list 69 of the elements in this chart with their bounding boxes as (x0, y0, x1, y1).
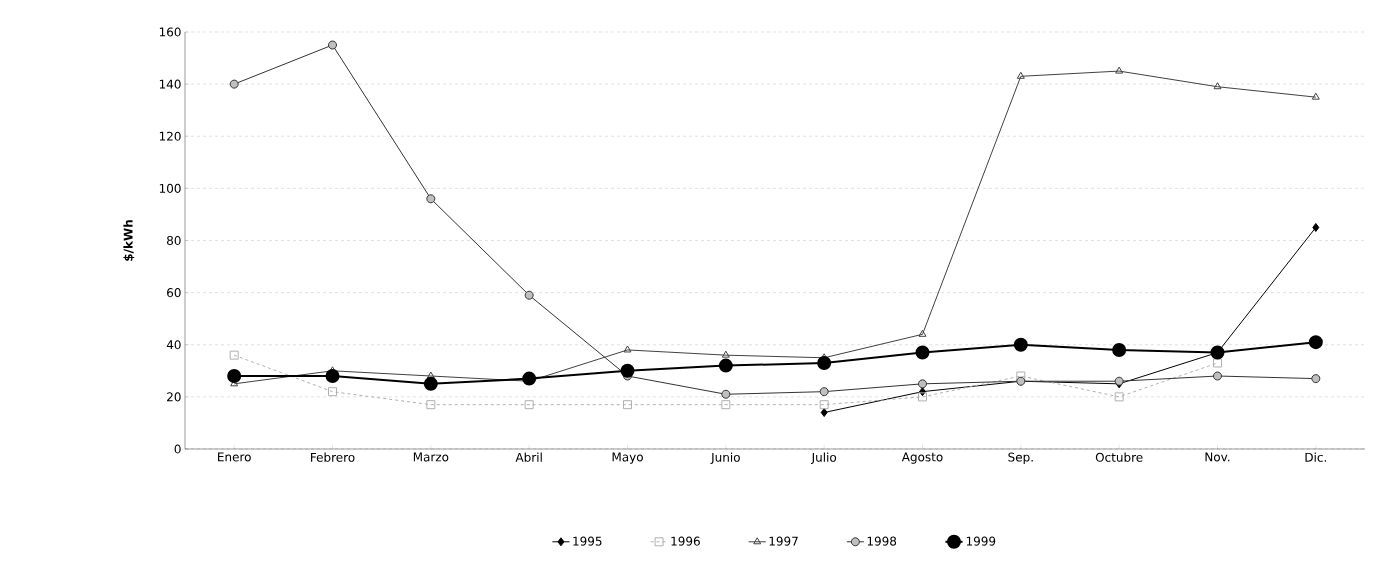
point (1016, 371, 1026, 381)
point (1213, 82, 1222, 90)
point (227, 369, 242, 384)
legend-label: 1996 (671, 536, 700, 546)
x-tick-label: Marzo (413, 452, 449, 462)
point (1210, 345, 1225, 360)
x-tick-label: Sep. (1008, 452, 1033, 464)
point (1212, 371, 1222, 381)
point (918, 379, 927, 389)
y-tick-label: 120 (159, 131, 181, 141)
legend-label: 1995 (573, 536, 602, 546)
point (1112, 342, 1127, 357)
point (325, 369, 340, 384)
point (426, 400, 436, 410)
legend-label: 1997 (769, 536, 798, 546)
point (623, 345, 632, 353)
point (522, 371, 537, 386)
point (918, 392, 927, 402)
point (620, 363, 635, 378)
point (817, 355, 832, 370)
x-tick-label: Octubre (1095, 452, 1143, 462)
point (229, 350, 239, 360)
point (721, 400, 731, 410)
point (721, 350, 730, 358)
point (1013, 337, 1028, 352)
y-tick-label: 140 (159, 79, 181, 89)
y-tick-label: 0 (174, 444, 181, 454)
point (328, 387, 338, 397)
y-axis-title: $/kWh (123, 220, 135, 261)
point (1308, 335, 1323, 350)
x-tick-label: Abril (515, 452, 542, 462)
point (229, 79, 239, 89)
point (1312, 222, 1320, 232)
point (915, 345, 930, 360)
x-tick-label: Junio (710, 452, 740, 465)
point (524, 400, 534, 410)
point (1212, 358, 1222, 368)
y-tick-label: 20 (167, 392, 181, 402)
x-tick-label: Enero (218, 452, 251, 462)
point (1016, 71, 1025, 79)
point (819, 400, 829, 410)
point (1114, 392, 1124, 402)
point (918, 329, 927, 337)
point (623, 400, 632, 410)
point (426, 194, 436, 204)
legend-label: 1998 (867, 536, 897, 546)
x-tick-label: Dic. (1305, 452, 1327, 462)
y-tick-label: 80 (167, 235, 181, 246)
point (423, 376, 438, 391)
y-tick-label: 60 (167, 288, 181, 298)
point (820, 408, 828, 417)
x-tick-label: Agosto (901, 452, 943, 464)
x-tick-label: Febrero (311, 452, 355, 462)
point (819, 387, 829, 397)
x-tick-label: Mayo (612, 452, 643, 464)
x-tick-label: Nov. (1205, 452, 1230, 462)
y-tick-label: 160 (159, 27, 181, 37)
point (718, 358, 733, 373)
point (1311, 92, 1320, 100)
x-tick-label: Julio (810, 452, 837, 465)
point (426, 371, 435, 379)
y-tick-label: 100 (159, 183, 181, 193)
y-tick-label: 40 (166, 340, 181, 350)
point (328, 40, 338, 50)
legend-label: 1999 (966, 536, 996, 546)
point (524, 290, 534, 300)
point (721, 389, 731, 399)
point (1311, 374, 1321, 384)
point (1115, 66, 1124, 74)
